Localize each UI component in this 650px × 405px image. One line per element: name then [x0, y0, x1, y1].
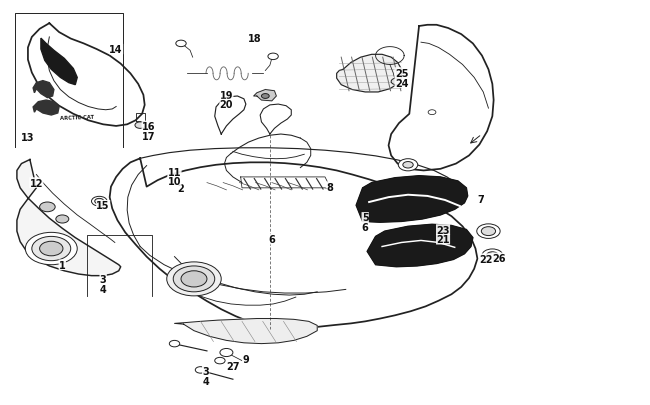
Circle shape [92, 197, 107, 207]
Text: 4: 4 [100, 284, 107, 294]
Polygon shape [17, 160, 121, 276]
Polygon shape [254, 90, 276, 102]
Text: 10: 10 [168, 176, 181, 186]
Polygon shape [214, 97, 246, 135]
Circle shape [40, 242, 63, 256]
Circle shape [167, 262, 221, 296]
Text: 18: 18 [248, 34, 262, 44]
Text: ARCTIC CAT: ARCTIC CAT [60, 115, 94, 121]
Text: 13: 13 [21, 133, 34, 143]
Circle shape [25, 233, 77, 265]
Circle shape [176, 41, 186, 47]
Text: 5: 5 [362, 213, 369, 223]
Polygon shape [356, 176, 468, 223]
Circle shape [261, 94, 269, 99]
Text: 12: 12 [30, 178, 43, 188]
Circle shape [181, 271, 207, 287]
Text: 24: 24 [395, 79, 408, 88]
Polygon shape [110, 159, 477, 330]
Text: 1: 1 [59, 260, 66, 270]
Text: 6: 6 [268, 234, 275, 245]
Text: 7: 7 [477, 194, 484, 204]
Circle shape [486, 252, 498, 260]
Polygon shape [33, 81, 54, 98]
Circle shape [135, 123, 146, 129]
Text: 25: 25 [395, 68, 408, 78]
Text: 8: 8 [327, 182, 333, 192]
Polygon shape [41, 39, 77, 85]
Circle shape [56, 215, 69, 224]
Polygon shape [33, 101, 59, 116]
Circle shape [481, 227, 495, 236]
Polygon shape [174, 319, 317, 344]
Text: 11: 11 [168, 167, 181, 177]
Text: 20: 20 [220, 100, 233, 110]
Text: 16: 16 [142, 122, 155, 132]
Text: 2: 2 [177, 183, 185, 193]
Circle shape [32, 237, 71, 261]
Circle shape [170, 341, 179, 347]
Text: 3: 3 [202, 366, 209, 376]
Text: 27: 27 [226, 361, 240, 371]
Text: 14: 14 [109, 45, 123, 55]
Circle shape [220, 349, 233, 357]
Text: 19: 19 [220, 91, 233, 100]
Text: 6: 6 [362, 223, 369, 233]
Circle shape [173, 266, 214, 292]
Text: 22: 22 [479, 254, 493, 264]
Circle shape [428, 111, 436, 115]
Text: 23: 23 [436, 225, 450, 235]
Polygon shape [28, 24, 145, 127]
Text: 21: 21 [436, 234, 450, 245]
Circle shape [482, 249, 502, 262]
Polygon shape [337, 55, 402, 93]
Polygon shape [389, 26, 493, 171]
Text: 15: 15 [96, 201, 110, 211]
Circle shape [391, 79, 402, 85]
Text: 17: 17 [142, 132, 155, 142]
Text: 3: 3 [100, 274, 107, 284]
Text: 26: 26 [492, 253, 506, 263]
Polygon shape [367, 225, 473, 267]
Circle shape [268, 54, 278, 60]
Text: 9: 9 [242, 354, 249, 364]
Circle shape [214, 358, 225, 364]
Circle shape [476, 224, 500, 239]
Text: 4: 4 [202, 376, 209, 386]
Circle shape [95, 199, 104, 205]
Circle shape [398, 159, 418, 171]
Circle shape [195, 367, 205, 373]
Polygon shape [260, 105, 291, 135]
Circle shape [403, 162, 413, 168]
Circle shape [40, 202, 55, 212]
